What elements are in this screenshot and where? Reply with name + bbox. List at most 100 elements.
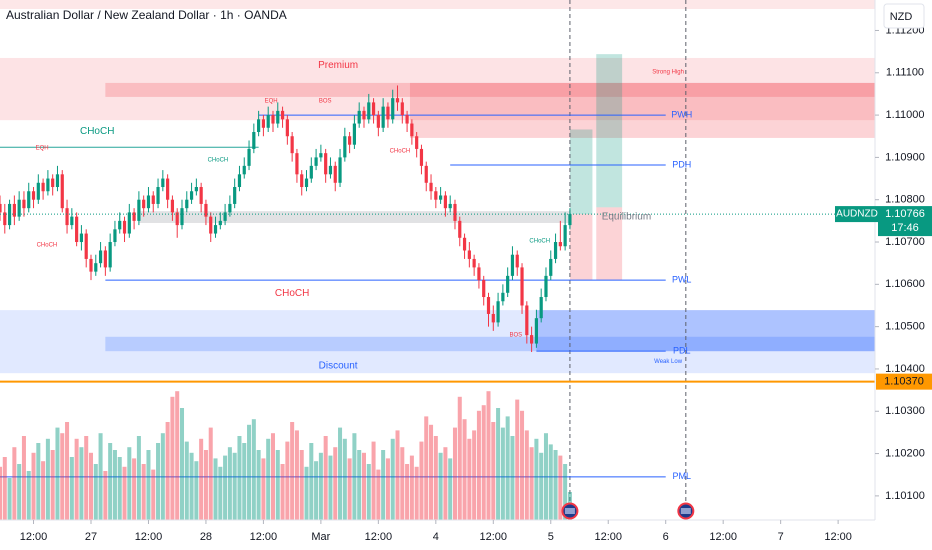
volume-bar [486,391,491,520]
volume-bar [0,466,3,520]
volume-bar [548,444,553,520]
candle-body [348,136,352,145]
plot-area: PWH PDH PWL PDL PML Premium Discount Equilibriu… [0,0,875,520]
volume-bar [496,408,501,520]
candle-body [290,136,294,154]
volume-bar [12,447,17,520]
candle-body [482,280,486,298]
candle-body [439,195,443,200]
level-label: PWH [671,109,692,119]
candle-body [127,212,131,234]
candle-body [252,132,256,149]
x-tick-label: 12:00 [250,531,278,543]
volume-bar [55,427,60,520]
candle-body [27,191,31,209]
annotation: Premium [318,60,358,71]
y-tick-label: 1.10700 [885,236,925,248]
volume-bar [184,441,189,520]
volume-bar [553,450,558,520]
candle-body [491,313,495,323]
candle-body [36,182,40,200]
symbol-tag-label: AUDNZD [836,209,878,220]
candle-body [563,225,567,247]
volume-bar [112,450,117,520]
candle-body [467,250,471,259]
annotation: BOS [509,333,522,339]
candle-body [333,165,337,183]
currency-button[interactable] [883,3,925,29]
volume-bar [357,450,362,520]
zone [138,211,570,223]
volume-bar [218,466,223,520]
volume-bar [299,450,304,520]
candle-body [175,212,179,226]
y-tick-label: 1.10200 [885,447,925,459]
volume-bar [103,471,108,520]
candle-body [218,220,222,226]
candle-body [558,242,562,247]
zone [569,214,593,281]
candle-body [319,153,323,158]
volume-bar [41,461,46,520]
volume-bar [510,436,515,520]
price-tag-label: 1.10766 [885,208,925,220]
candle-body [94,263,98,272]
candle-body [381,106,385,128]
currency-label[interactable]: NZD [890,11,913,23]
x-tick-label: 12:00 [365,531,393,543]
annotation: CHoCH [529,239,550,245]
annotation: Equilibrium [602,212,651,223]
annotation: EQH [36,146,49,152]
level-label: PML [672,471,691,481]
candle-body [525,305,529,336]
volume-bar [520,410,525,520]
volume-bar [17,464,22,520]
volume-bar [175,391,180,520]
level-label: PDH [672,159,691,169]
candle-body [180,208,184,226]
volume-bar [232,452,237,520]
volume-bar [385,458,390,520]
symbol-tag [835,206,878,223]
volume-bar [26,471,31,520]
volume-bar [21,436,26,520]
annotation: CHoCH [390,149,411,155]
x-tick-label: 12:00 [824,531,852,543]
volume-bar [179,408,185,520]
volume-bar [223,455,228,520]
zone [409,82,875,138]
volume-bar [45,438,50,520]
price-tag [878,206,932,237]
candle-body [65,208,69,226]
annotation: CHoCH [37,243,58,249]
x-tick-label: 12:00 [709,531,737,543]
candle-body [324,153,328,175]
volume-bar [199,438,204,520]
candle-body [280,110,285,120]
time-axis-bg [0,520,875,550]
zone [569,129,593,215]
candle-body [271,115,275,124]
y-tick-label: 1.10600 [885,278,925,290]
volume-bar [285,441,290,520]
volume-bar [390,438,395,520]
candle-body [166,178,170,200]
candle-body [132,212,136,221]
candle-body [362,110,366,120]
volume-bar [122,466,127,520]
volume-bar [409,455,414,520]
candle-body [415,136,419,149]
volume-bar [208,427,213,520]
volume-bar [481,405,486,520]
price-axis-bg [875,0,932,550]
volume-bar [304,466,309,520]
volume-bar [563,464,568,520]
candle-body [89,258,93,272]
candle-body [304,178,309,188]
candle-body [51,178,55,188]
volume-bar [338,427,343,520]
volume-bar [500,427,505,520]
candle-body [328,165,333,175]
volume-bar [256,450,261,520]
volume-bar [472,430,477,520]
